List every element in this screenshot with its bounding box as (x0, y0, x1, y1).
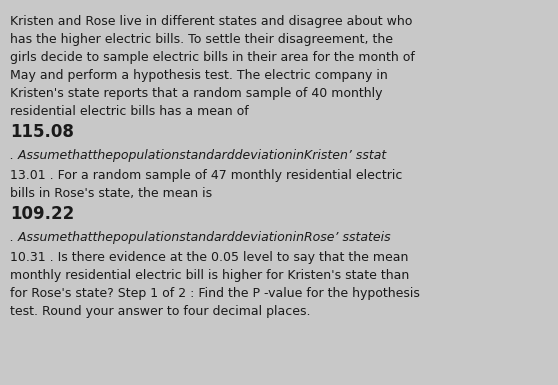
Text: for Rose's state? Step 1 of 2 : Find the P -value for the hypothesis: for Rose's state? Step 1 of 2 : Find the… (10, 287, 420, 300)
Text: Kristen and Rose live in different states and disagree about who: Kristen and Rose live in different state… (10, 15, 412, 28)
Text: monthly residential electric bill is higher for Kristen's state than: monthly residential electric bill is hig… (10, 269, 409, 282)
Text: has the higher electric bills. To settle their disagreement, the: has the higher electric bills. To settle… (10, 33, 393, 46)
Text: 13.01 . For a random sample of 47 monthly residential electric: 13.01 . For a random sample of 47 monthl… (10, 169, 402, 182)
Text: test. Round your answer to four decimal places.: test. Round your answer to four decimal … (10, 305, 310, 318)
Text: 10.31 . Is there evidence at the 0.05 level to say that the mean: 10.31 . Is there evidence at the 0.05 le… (10, 251, 408, 264)
Text: May and perform a hypothesis test. The electric company in: May and perform a hypothesis test. The e… (10, 69, 388, 82)
Text: 115.08: 115.08 (10, 123, 74, 141)
Text: Kristen's state reports that a random sample of 40 monthly: Kristen's state reports that a random sa… (10, 87, 382, 100)
Text: 109.22: 109.22 (10, 205, 74, 223)
Text: residential electric bills has a mean of: residential electric bills has a mean of (10, 105, 249, 118)
Text: . AssumethatthepopulationstandarddeviationinRose’ sstateis: . Assumethatthepopulationstandarddeviati… (10, 231, 391, 244)
Text: girls decide to sample electric bills in their area for the month of: girls decide to sample electric bills in… (10, 51, 415, 64)
Text: . AssumethatthepopulationstandarddeviationinKristen’ sstat: . Assumethatthepopulationstandarddeviati… (10, 149, 386, 162)
Text: bills in Rose's state, the mean is: bills in Rose's state, the mean is (10, 187, 212, 200)
